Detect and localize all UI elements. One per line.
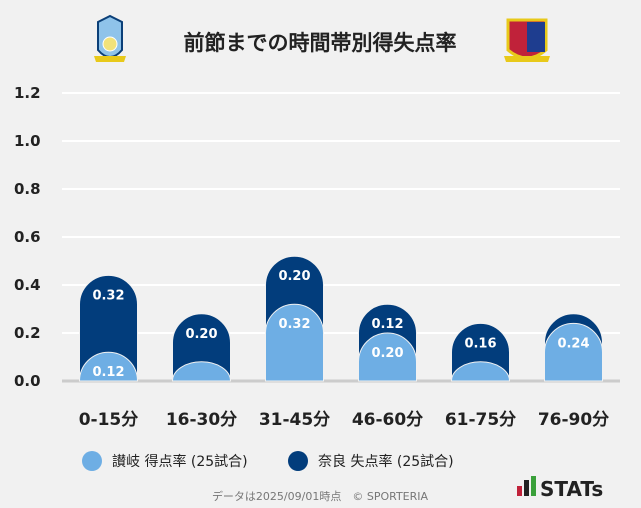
- x-category-label: 46-60分: [352, 410, 423, 430]
- data-label-away: 0.32: [92, 288, 124, 303]
- legend-swatch-home: [82, 451, 102, 471]
- legend-label-home: 讃岐 得点率 (25試合): [112, 453, 248, 470]
- bar-home-31-45分: [265, 303, 324, 382]
- bar-home-61-75分: [450, 361, 511, 382]
- data-label-away: 0.20: [278, 269, 310, 284]
- data-label-away: 0.16: [464, 336, 496, 351]
- data-label-away: 0.12: [371, 317, 403, 332]
- y-tick-label: 0.4: [14, 276, 41, 294]
- x-category-label: 76-90分: [538, 410, 609, 430]
- y-tick-label: 0.8: [14, 180, 41, 198]
- bar-home-0-15分: [78, 351, 139, 382]
- x-category-label: 16-30分: [166, 410, 237, 430]
- data-label-home: 0.24: [557, 336, 589, 351]
- bar-home-46-60分: [358, 332, 417, 382]
- legend-swatch-away: [288, 451, 308, 471]
- footer-credit: データは2025/09/01時点 © SPORTERIA: [212, 489, 429, 503]
- data-label-home: 0.12: [92, 365, 124, 380]
- x-category-label: 61-75分: [445, 410, 516, 430]
- x-category-label: 31-45分: [259, 410, 330, 430]
- legend-label-away: 奈良 失点率 (25試合): [318, 453, 454, 470]
- y-tick-label: 0.2: [14, 324, 41, 342]
- y-tick-label: 1.0: [14, 132, 41, 150]
- x-category-label: 0-15分: [79, 410, 139, 430]
- data-label-away: 0.20: [185, 327, 217, 342]
- y-tick-label: 0.6: [14, 228, 41, 246]
- svg-text:STATs: STATs: [540, 477, 603, 501]
- data-label-home: 0.20: [371, 346, 403, 361]
- bar-away-0-15分: [79, 274, 138, 382]
- legend: 讃岐 得点率 (25試合) 奈良 失点率 (25試合): [82, 451, 454, 471]
- chart-title: 前節までの時間帯別得失点率: [184, 31, 457, 55]
- data-label-home: 0.32: [278, 317, 310, 332]
- home-team-logo: [94, 14, 126, 62]
- y-tick-label: 0.0: [14, 372, 41, 390]
- bar-home-16-30分: [171, 361, 232, 382]
- stats-logo: STATs: [517, 476, 603, 501]
- bar-home-76-90分: [544, 322, 603, 382]
- y-tick-label: 1.2: [14, 84, 41, 102]
- away-team-logo: [504, 18, 550, 62]
